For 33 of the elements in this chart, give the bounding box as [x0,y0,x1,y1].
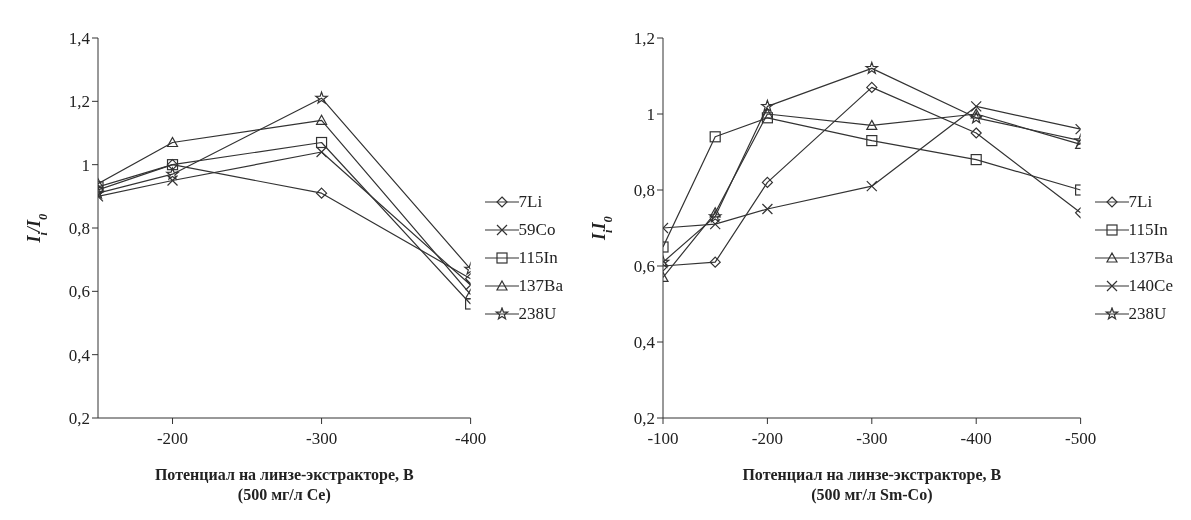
legend-label: 137Ba [1128,248,1173,268]
y-tick-label: 1,2 [633,29,655,49]
x-axis-title: Потенциал на линзе-экстракторе, В (500 мг/л Sm-Co) [742,466,1002,504]
y-tick-label: 1 [646,105,655,125]
y-tick-label: 0,6 [68,282,90,302]
y-tick-label: 1,2 [68,92,90,112]
x-tick-label: -500 [1065,429,1097,449]
y-tick-label: 1 [81,155,90,175]
y-tick-label: 0,4 [68,345,91,365]
x-tick-label: -300 [856,429,888,449]
legend-label: 7Li [518,192,543,212]
x-axis-title: Потенциал на линзе-экстракторе, В (500 мг/л Ce) [154,466,415,504]
y-tick-label: 0,2 [68,409,90,429]
y-tick-label: 0,8 [68,219,90,239]
x-tick-label: -300 [305,429,338,449]
y-tick-label: 0,6 [633,257,655,277]
legend-label: 238U [518,304,557,324]
x-tick-label: -200 [751,429,783,449]
x-tick-label: -400 [960,429,992,449]
y-tick-label: 1,4 [68,29,91,49]
legend-label: 140Ce [1128,276,1173,296]
x-tick-label: -400 [455,429,487,449]
y-tick-label: 0,8 [633,181,655,201]
legend-label: 238U [1128,304,1167,324]
y-tick-label: 0,4 [633,333,656,353]
x-tick-label: -200 [156,429,189,449]
legend-label: 115In [1128,220,1168,240]
legend-label: 7Li [1128,192,1153,212]
y-tick-label: 0,2 [633,409,655,429]
legend-label: 59Co [518,220,556,240]
x-tick-label: -100 [647,429,679,449]
legend-label: 137Ba [518,276,563,296]
legend-label: 115In [518,248,558,268]
